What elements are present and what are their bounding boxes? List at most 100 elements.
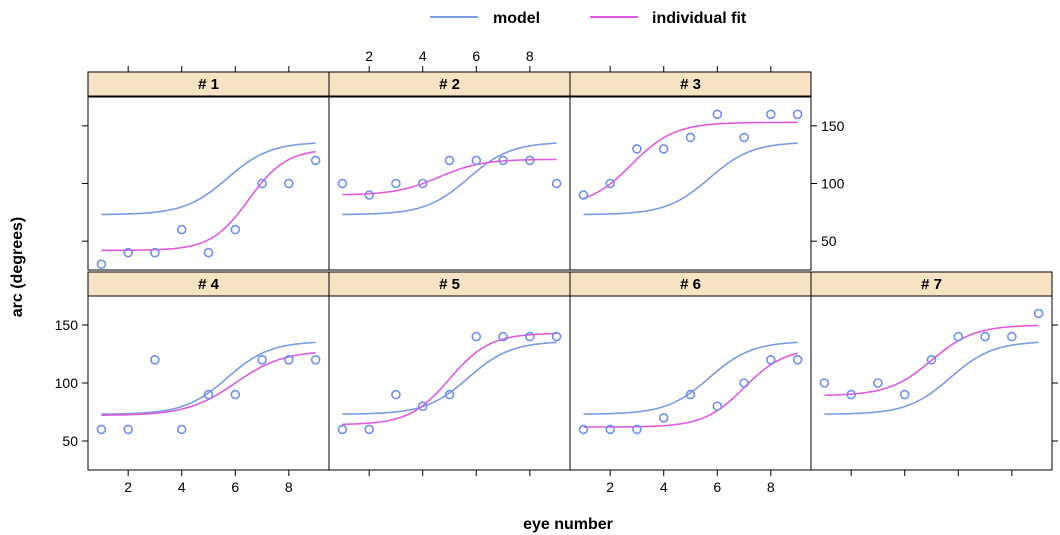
panel-strip — [569, 271, 812, 297]
data-point — [792, 109, 803, 120]
data-point — [792, 354, 803, 365]
data-point — [203, 247, 214, 258]
data-point — [685, 389, 696, 400]
panel-strip — [569, 71, 812, 97]
x-tick-label: 6 — [713, 479, 721, 495]
data-point — [712, 401, 723, 412]
panel-2: # 2 — [328, 71, 571, 271]
x-tick-label: 6 — [231, 479, 239, 495]
data-point — [846, 389, 857, 400]
panel-plot-area — [328, 295, 571, 471]
data-point — [391, 178, 401, 189]
data-point — [123, 247, 133, 258]
data-point — [364, 190, 375, 200]
data-point — [953, 331, 964, 342]
y-tick-label: 150 — [55, 317, 79, 333]
data-point — [658, 144, 669, 154]
panel-plot-area — [810, 295, 1053, 471]
model-curve — [824, 341, 1039, 415]
data-point — [310, 354, 321, 365]
panel-5: # 5 — [328, 271, 571, 471]
data-point — [176, 424, 187, 435]
data-point — [632, 424, 642, 435]
legend-label-individual-fit: individual fit — [652, 10, 747, 27]
model-curve — [583, 341, 798, 415]
x-tick-label: 4 — [419, 48, 427, 64]
data-point — [364, 424, 375, 435]
data-point — [471, 155, 482, 166]
data-point — [444, 155, 455, 166]
x-tick-label: 8 — [767, 479, 775, 495]
model-curve — [583, 142, 798, 216]
data-point — [632, 144, 642, 154]
data-point — [498, 155, 508, 166]
data-point — [257, 178, 267, 189]
model-curve — [101, 142, 316, 216]
data-point — [498, 331, 508, 342]
x-tick-label: 2 — [124, 479, 132, 495]
data-point — [765, 354, 776, 365]
y-tick-label: 100 — [55, 375, 79, 391]
x-axis-title: eye number — [523, 516, 613, 533]
x-tick-label: 4 — [178, 479, 186, 495]
data-point — [765, 109, 776, 120]
panel-7: # 7 — [810, 271, 1053, 471]
data-point — [417, 178, 428, 189]
panel-strip-label: # 6 — [680, 276, 701, 293]
legend-label-model: model — [493, 10, 540, 27]
axes-group: 2 4 6 8 2 4 6 8 2 4 6 8 50 100 150 50 100 150 — [55, 48, 1058, 495]
data-point — [605, 424, 616, 435]
panel-4: # 4 — [87, 271, 330, 471]
panel-3: # 3 — [569, 71, 812, 271]
data-point — [230, 224, 241, 235]
panel-strip-label: # 3 — [680, 76, 701, 93]
data-point — [123, 424, 133, 435]
x-tick-label: 8 — [526, 48, 534, 64]
chart-legend: model individual fit — [430, 10, 747, 27]
model-curve — [101, 341, 316, 415]
data-point — [926, 354, 937, 365]
individual-fit-curve — [342, 332, 557, 426]
data-point — [1033, 308, 1044, 319]
data-point — [176, 224, 187, 235]
y-tick-label: 50 — [821, 233, 837, 249]
y-tick-label: 100 — [821, 176, 845, 192]
data-point — [605, 178, 616, 189]
individual-fit-curve — [583, 121, 798, 200]
panel-plot-area — [87, 295, 330, 471]
panel-strip — [328, 71, 571, 97]
individual-fit-curve — [824, 324, 1039, 397]
model-curve — [342, 341, 557, 415]
panel-6: # 6 — [569, 271, 812, 471]
data-point — [283, 354, 294, 365]
data-point — [712, 109, 723, 120]
data-point — [337, 178, 348, 189]
y-tick-label: 50 — [62, 433, 78, 449]
data-point — [1006, 331, 1017, 342]
data-point — [819, 378, 830, 388]
panel-plot-area — [328, 96, 571, 271]
y-tick-label: 150 — [821, 118, 845, 134]
data-point — [257, 354, 267, 365]
panel-plot-area — [87, 96, 330, 271]
data-point — [96, 424, 107, 435]
data-point — [310, 155, 321, 166]
data-point — [150, 247, 160, 258]
data-point — [899, 389, 910, 400]
data-point — [337, 424, 348, 435]
data-point — [578, 190, 589, 200]
x-tick-label: 2 — [606, 479, 614, 495]
data-point — [203, 389, 214, 400]
x-tick-label: 4 — [660, 479, 668, 495]
model-curve — [342, 142, 557, 216]
individual-fit-curve — [583, 352, 798, 428]
data-point — [658, 412, 669, 423]
panel-strip-label: # 2 — [439, 76, 460, 93]
data-point — [980, 331, 990, 342]
data-point — [739, 378, 749, 388]
panels-group: # 1 # 2 # 3 # 4 # 5 # 6 # 7 2 4 6 8 2 4 6 8 2 4 6 8 50 100 15… — [55, 48, 1058, 495]
panel-strip-label: # 5 — [439, 276, 460, 293]
panel-strip-label: # 7 — [921, 276, 942, 293]
panel-strip-label: # 4 — [198, 276, 220, 293]
